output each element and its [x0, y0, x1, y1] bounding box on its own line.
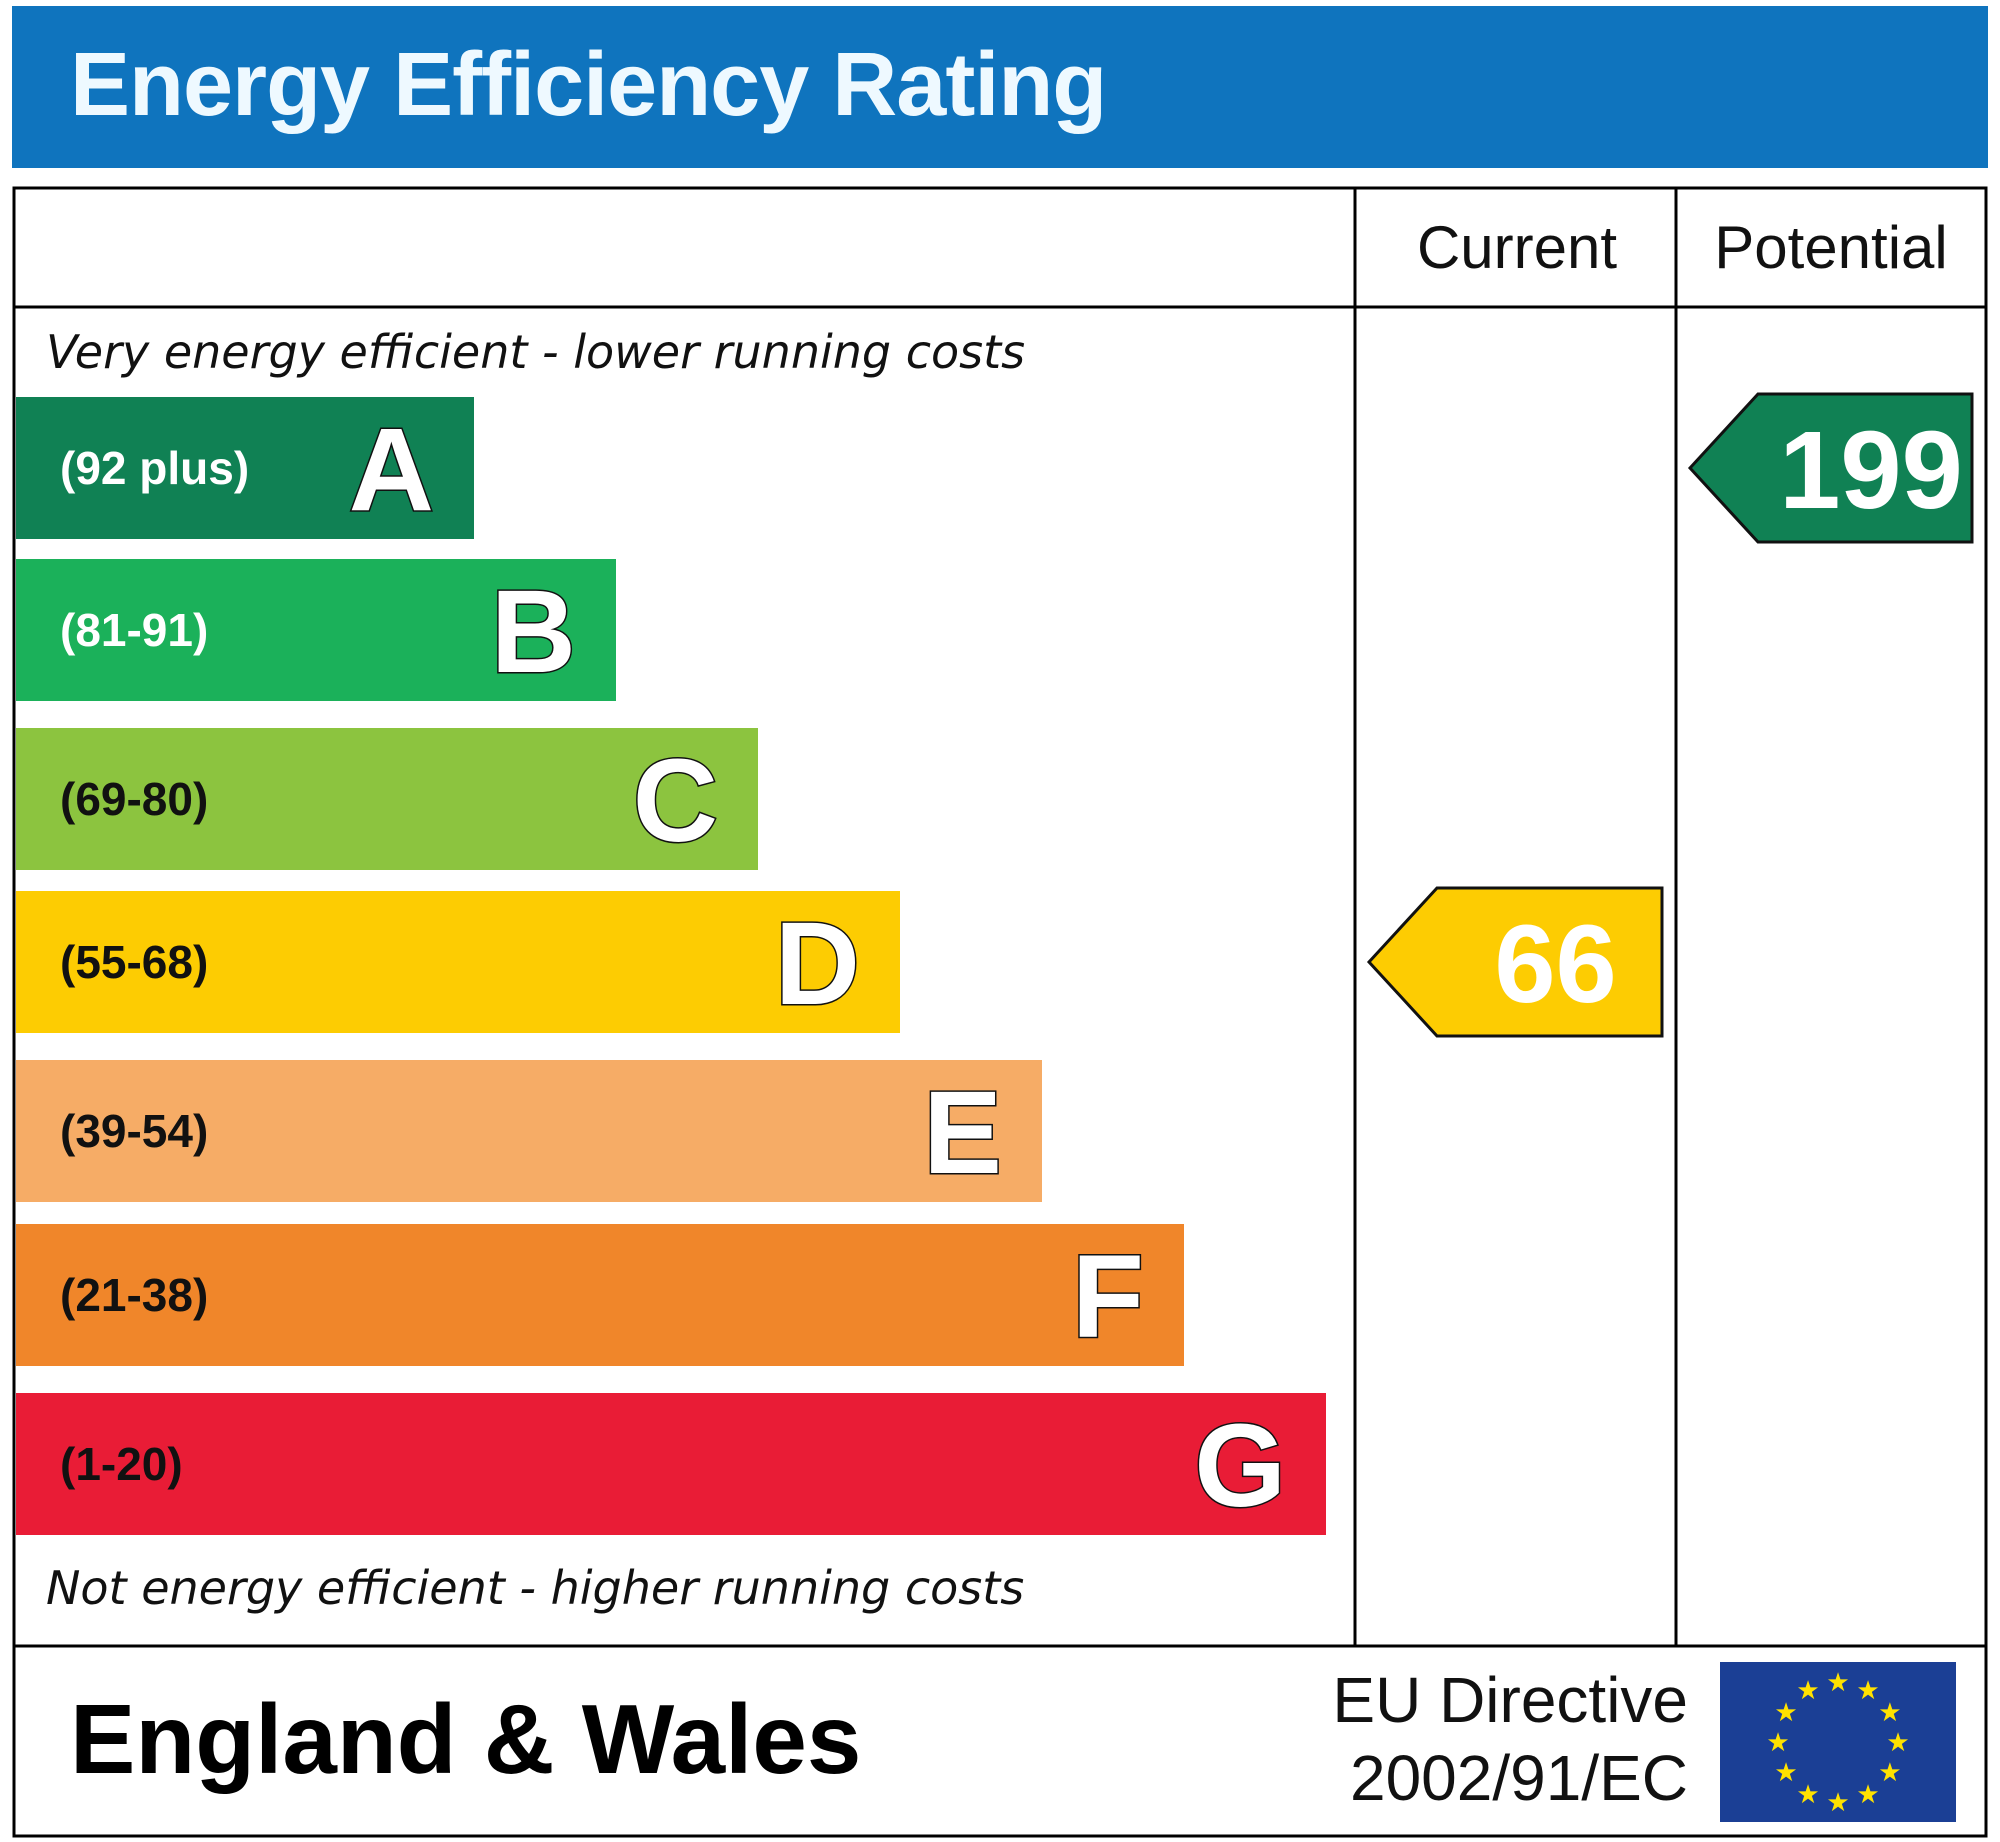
band-range-e: (39-54) [60, 1105, 208, 1157]
band-letter-e: E [923, 1067, 1002, 1199]
band-bar-d [16, 891, 900, 1033]
eu-flag-star-icon: ★ [1774, 1758, 1797, 1788]
band-bar-b [16, 559, 616, 701]
top-note: Very energy efficient - lower running co… [46, 325, 1025, 379]
current-score: 66 [1494, 903, 1616, 1026]
band-letter-b: B [491, 566, 576, 698]
band-bar-f [16, 1224, 1184, 1366]
band-bar-e [16, 1060, 1042, 1202]
directive-line-1: EU Directive [1332, 1664, 1688, 1736]
band-bar-c [16, 728, 758, 870]
band-letter-g: G [1194, 1400, 1286, 1532]
eu-flag-star-icon: ★ [1796, 1780, 1819, 1810]
band-letter-d: D [775, 898, 860, 1030]
band-range-c: (69-80) [60, 773, 208, 825]
eu-flag-star-icon: ★ [1856, 1676, 1879, 1706]
band-range-g: (1-20) [60, 1438, 183, 1490]
title-bar: Energy Efficiency Rating [12, 6, 1988, 168]
band-bar-g [16, 1393, 1326, 1535]
eu-flag-star-icon: ★ [1826, 1788, 1849, 1818]
rating-bands: (92 plus) A (81-91) B (69-80) C (55-68) D (39-54… [16, 397, 1326, 1535]
eu-flag-star-icon: ★ [1886, 1728, 1909, 1758]
eu-flag-star-icon: ★ [1878, 1758, 1901, 1788]
eu-flag-star-icon: ★ [1766, 1728, 1789, 1758]
band-range-b: (81-91) [60, 604, 208, 656]
score-arrows: 66 199 [1366, 392, 1974, 1038]
band-range-d: (55-68) [60, 936, 208, 988]
band-letter-c: C [633, 735, 718, 867]
region-label: England & Wales [70, 1684, 861, 1794]
eu-flag-star-icon: ★ [1878, 1698, 1901, 1728]
eu-flag-star-icon: ★ [1856, 1780, 1879, 1810]
eu-flag-icon: ★ ★★★★★★★★★★★ [1720, 1662, 1956, 1822]
directive-line-2: 2002/91/EC [1350, 1742, 1688, 1814]
band-range-f: (21-38) [60, 1269, 208, 1321]
potential-column-header: Potential [1714, 214, 1948, 281]
eu-flag-star-icon: ★ [1796, 1676, 1819, 1706]
current-arrow [1366, 886, 1664, 1038]
band-letter-a: A [349, 404, 434, 536]
current-column-header: Current [1417, 214, 1617, 281]
eu-flag-star-icon: ★ [1774, 1698, 1797, 1728]
page-title: Energy Efficiency Rating [70, 35, 1107, 135]
band-range-a: (92 plus) [60, 442, 249, 494]
bottom-note: Not energy efficient - higher running co… [46, 1561, 1024, 1615]
potential-score: 199 [1779, 409, 1963, 532]
eu-flag-background [1720, 1662, 1956, 1822]
band-bar-a [16, 397, 474, 539]
band-letter-f: F [1072, 1231, 1144, 1363]
potential-arrow [1687, 392, 1974, 544]
chart-frame [12, 186, 1988, 1838]
eu-flag-star-icon: ★ [1826, 1668, 1849, 1698]
